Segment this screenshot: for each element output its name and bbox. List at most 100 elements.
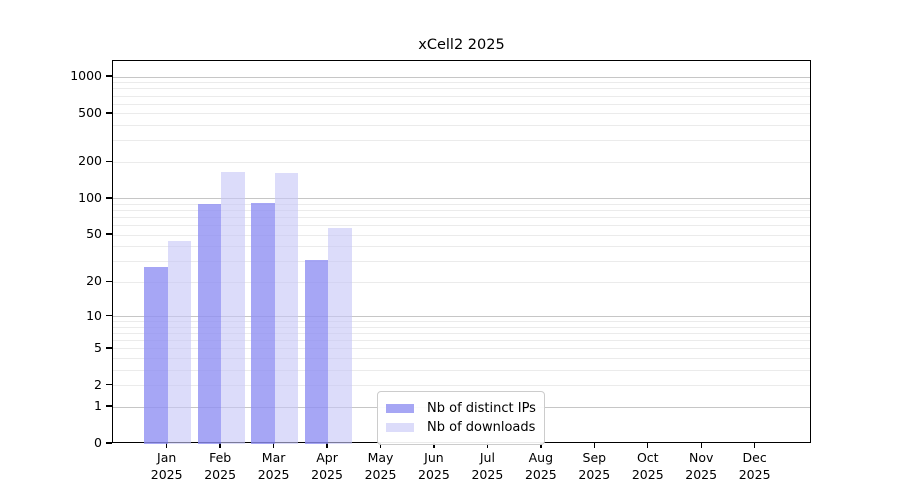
grid-minor-line [113,217,810,219]
x-tick-month: Jul [479,450,495,465]
x-tick-mark [700,443,702,448]
grid-minor-line [113,340,810,342]
grid-minor-line [113,203,810,205]
x-tick-year: 2025 [257,466,290,482]
x-tick-year: 2025 [418,466,450,482]
grid-minor-line [113,321,810,323]
x-tick-year: 2025 [204,466,237,482]
grid-minor-line [113,261,810,263]
plot-area: Nb of distinct IPs Nb of downloads [112,60,811,445]
x-tick-month: Apr [316,450,338,465]
y-tick-label: 5 [94,339,102,355]
y-tick-label: 1 [94,398,102,414]
y-tick-mark [105,160,112,163]
x-tick-month: May [367,450,394,465]
x-tick-month: Feb [209,450,232,465]
x-tick-label: Dec 2025 [723,450,787,483]
x-tick-mark [219,443,221,448]
grid-major-line [113,76,810,78]
x-tick-label: Sep 2025 [562,450,626,483]
x-tick-year: 2025 [150,466,183,482]
grid-minor-line [113,161,810,163]
grid-minor-line [113,234,810,236]
y-tick-mark [105,383,112,386]
grid-minor-line [113,103,810,105]
x-tick-month: Oct [636,450,659,465]
x-tick-year: 2025 [738,466,771,482]
x-tick-label: Mar 2025 [242,450,306,483]
bar-downloads [274,172,299,444]
x-tick-label: Nov 2025 [669,450,733,483]
bar-downloads [221,171,245,444]
x-tick-mark [593,443,595,448]
x-tick-label: Jun 2025 [402,450,466,483]
x-tick-month: Aug [528,450,554,465]
x-tick-label: Apr 2025 [295,450,359,483]
y-tick-label: 100 [78,189,102,205]
y-tick-mark [105,280,112,282]
y-tick-mark [105,75,112,77]
bar-distinct-ips [197,204,222,444]
grid-minor-line [113,82,810,84]
legend-entry-distinct-ips: Nb of distinct IPs [386,399,536,418]
x-tick-month: Dec [742,450,767,465]
x-tick-mark [753,443,756,448]
x-tick-year: 2025 [685,466,718,482]
x-tick-mark [647,443,649,448]
x-tick-label: Aug 2025 [509,450,573,483]
x-tick-label: Jan 2025 [135,450,199,483]
x-tick-year: 2025 [471,466,504,482]
x-tick-month: Mar [261,450,286,465]
y-tick-label: 50 [86,226,102,242]
x-tick-mark [486,443,489,448]
legend-entry-downloads: Nb of downloads [386,418,536,437]
grid-minor-line [113,246,810,248]
x-tick-mark [433,443,435,448]
x-tick-year: 2025 [364,466,397,482]
grid-minor-line [113,140,810,142]
x-tick-label: Jul 2025 [455,450,519,483]
x-tick-mark [540,443,542,448]
legend-label-downloads: Nb of downloads [427,420,536,435]
bar-downloads [167,240,192,444]
grid-minor-line [113,113,810,115]
grid-major-line [113,198,810,200]
y-tick-label: 200 [78,153,102,169]
grid-minor-line [113,225,810,227]
y-tick-label: 500 [78,104,102,120]
x-tick-label: Feb 2025 [188,450,252,483]
grid-minor-line [113,210,810,212]
bar-distinct-ips [304,259,329,444]
y-tick-mark [105,405,112,407]
grid-minor-line [113,125,810,127]
x-tick-label: May 2025 [349,450,413,483]
grid-minor-line [113,281,810,283]
grid-major-line [113,316,810,318]
x-tick-year: 2025 [631,466,664,482]
x-tick-month: Jan [157,450,177,465]
y-tick-label: 0 [94,435,102,450]
x-tick-mark [272,443,275,448]
y-tick-label: 2 [94,376,102,392]
y-tick-mark [105,347,112,349]
y-tick-label: 10 [86,307,102,323]
grid-minor-line [113,358,810,360]
legend-swatch-downloads [386,422,414,433]
x-tick-month: Nov [688,450,714,465]
grid-minor-line [113,326,810,328]
y-tick-mark [105,314,112,317]
x-tick-mark [326,443,328,448]
grid-minor-line [113,369,810,371]
y-tick-mark [105,112,112,114]
grid-minor-line [113,333,810,335]
y-tick-label: 1000 [70,68,102,84]
grid-minor-line [113,348,810,350]
chart-title: xCell2 2025 [418,37,505,53]
y-tick-mark [105,233,112,235]
x-tick-year: 2025 [524,466,557,482]
grid-minor-line [113,385,810,387]
grid-minor-line [113,95,810,97]
x-tick-mark [379,443,382,448]
grid-minor-line [113,88,810,90]
